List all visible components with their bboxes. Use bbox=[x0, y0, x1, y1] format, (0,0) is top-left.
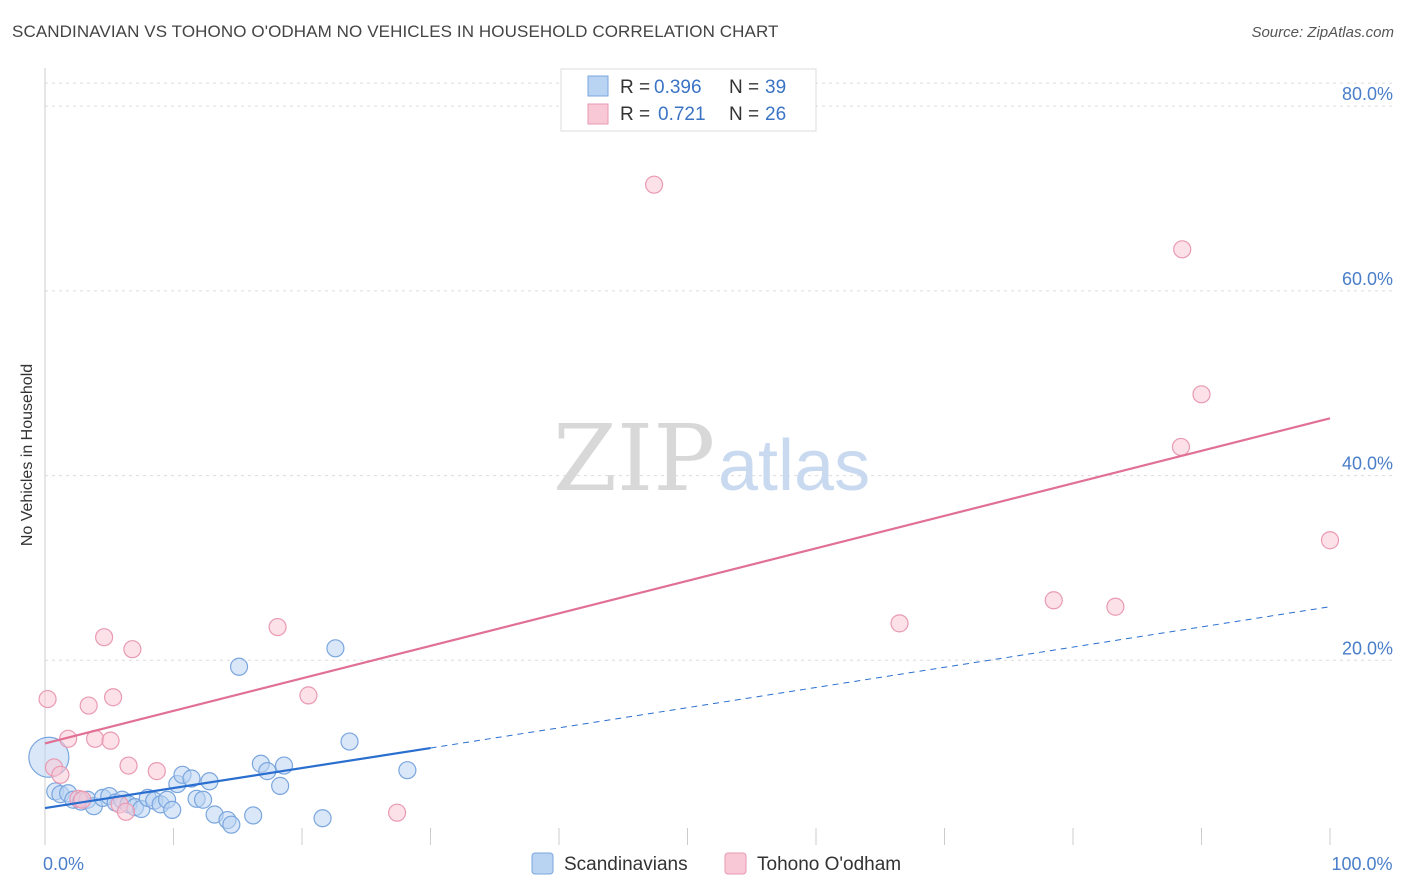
axes bbox=[44, 68, 1331, 845]
y-tick-label: 20.0% bbox=[1342, 638, 1393, 658]
point-tohono bbox=[387, 803, 407, 822]
x-tick-label: 0.0% bbox=[43, 854, 84, 874]
legend-swatch-scandinavians bbox=[587, 75, 609, 97]
point-tohono bbox=[644, 175, 664, 194]
legend-n-label: N = bbox=[729, 77, 759, 98]
x-tick-label: 100.0% bbox=[1331, 854, 1392, 874]
bottom-legend-swatch-scandinavians bbox=[531, 852, 554, 875]
point-scandinavians bbox=[398, 761, 417, 780]
point-scandinavians bbox=[222, 815, 241, 834]
point-tohono bbox=[890, 614, 909, 633]
legend-r-value-scandinavians: 0.396 bbox=[654, 77, 702, 98]
point-tohono bbox=[1192, 385, 1211, 404]
y-tick-label: 60.0% bbox=[1342, 269, 1393, 289]
point-scandinavians bbox=[244, 806, 263, 825]
legend-n-value-tohono: 26 bbox=[765, 104, 786, 125]
point-tohono bbox=[51, 765, 70, 784]
point-tohono bbox=[1106, 597, 1125, 616]
bottom-legend-swatch-tohono bbox=[724, 852, 747, 875]
legend-n-value-scandinavians: 39 bbox=[765, 77, 786, 98]
point-tohono bbox=[95, 628, 114, 647]
tick-labels: 20.0% 40.0% 60.0% 80.0% 0.0% 100.0% bbox=[43, 84, 1393, 874]
point-tohono bbox=[147, 762, 166, 781]
point-scandinavians bbox=[313, 809, 332, 828]
watermark: ZIP atlas bbox=[553, 405, 870, 512]
watermark-zip: ZIP bbox=[553, 405, 715, 512]
point-scandinavians bbox=[229, 657, 249, 676]
bottom-legend-label-scandinavians: Scandinavians bbox=[564, 854, 688, 875]
point-scandinavians bbox=[271, 776, 290, 795]
trend-line-scandinavians bbox=[44, 746, 431, 810]
point-tohono bbox=[73, 790, 92, 809]
y-tick-label: 80.0% bbox=[1342, 84, 1393, 104]
point-tohono bbox=[299, 686, 318, 705]
point-scandinavians bbox=[193, 790, 213, 809]
point-scandinavians bbox=[326, 639, 345, 658]
point-scandinavians bbox=[182, 769, 201, 788]
legend-r-label: R = bbox=[620, 104, 650, 125]
legend-r-value-tohono: 0.721 bbox=[658, 104, 706, 125]
point-tohono bbox=[123, 640, 142, 659]
point-tohono bbox=[104, 688, 123, 707]
legend-r-label: R = bbox=[620, 77, 650, 98]
trend-lines bbox=[44, 417, 1331, 810]
point-tohono bbox=[38, 689, 57, 709]
point-tohono bbox=[1173, 240, 1192, 259]
trend-line-tohono bbox=[44, 417, 1331, 745]
data-points bbox=[28, 175, 1340, 834]
bottom-legend-label-tohono: Tohono O'odham bbox=[757, 854, 901, 875]
point-scandinavians bbox=[340, 732, 359, 751]
bottom-legend: Scandinavians Tohono O'odham bbox=[531, 852, 901, 875]
y-tick-label: 40.0% bbox=[1342, 454, 1393, 474]
point-tohono bbox=[1171, 437, 1191, 457]
trend-extension-scandinavians bbox=[430, 606, 1331, 749]
legend-swatch-tohono bbox=[587, 103, 609, 125]
point-tohono bbox=[1320, 531, 1340, 550]
watermark-atlas: atlas bbox=[718, 426, 870, 506]
point-tohono bbox=[116, 802, 136, 821]
point-scandinavians bbox=[258, 762, 277, 781]
chart-source: Source: ZipAtlas.com bbox=[1251, 24, 1394, 41]
chart-title: SCANDINAVIAN VS TOHONO O'ODHAM NO VEHICL… bbox=[12, 22, 779, 41]
point-scandinavians bbox=[163, 800, 182, 820]
point-tohono bbox=[268, 617, 287, 637]
legend: R = 0.396 N = 39 R = 0.721 N = 26 bbox=[560, 68, 817, 132]
point-tohono bbox=[101, 731, 120, 750]
point-tohono bbox=[119, 756, 138, 775]
point-tohono bbox=[79, 696, 98, 715]
point-tohono bbox=[1044, 591, 1063, 610]
legend-n-label: N = bbox=[729, 104, 759, 125]
